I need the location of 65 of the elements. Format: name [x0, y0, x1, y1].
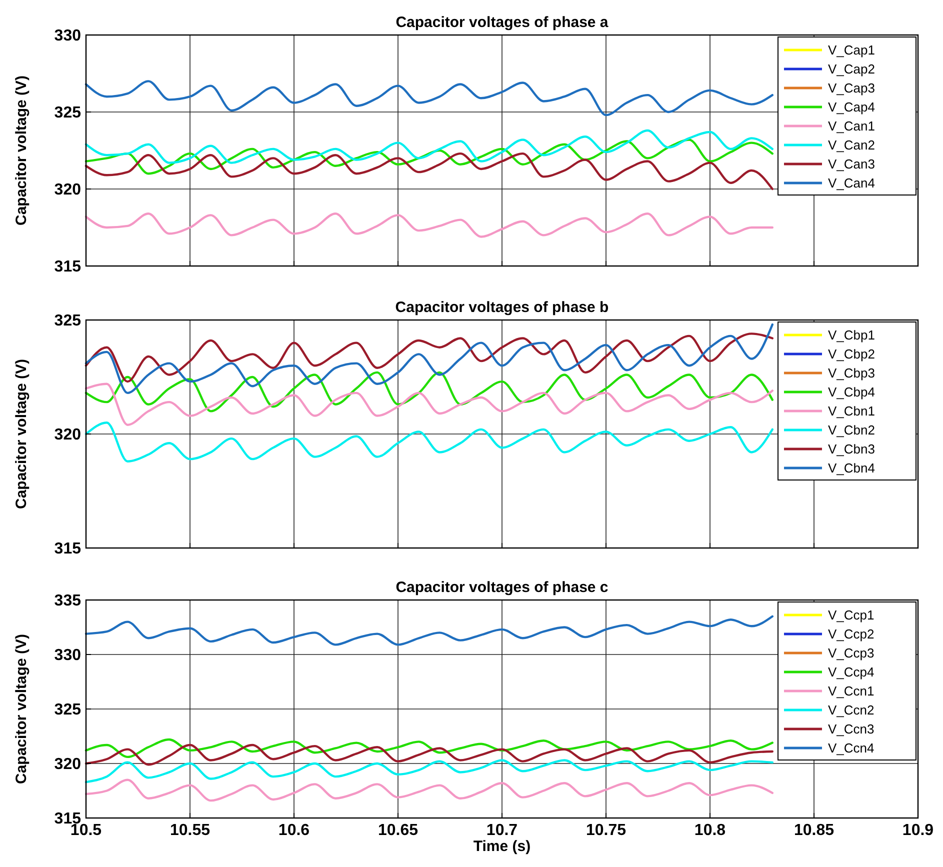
y-tick-label: 320 [54, 426, 82, 444]
legend-label: V_Ccn1 [828, 684, 874, 699]
y-tick-label: 335 [54, 592, 82, 610]
legend-label: V_Cbp4 [828, 384, 875, 400]
chart-title: Capacitor voltages of phase a [396, 14, 609, 31]
x-tick-label: 10.85 [794, 822, 834, 839]
line-series [84, 738, 774, 758]
legend-label: V_Can1 [828, 118, 875, 134]
legend-label: V_Ccp4 [828, 664, 874, 680]
line-series [84, 332, 774, 383]
line-series [84, 129, 774, 164]
x-tick-label: 10.8 [694, 822, 726, 839]
legend-label: V_Cbp3 [828, 366, 875, 381]
legend-label: V_Cbp1 [828, 328, 875, 343]
y-tick-label: 330 [54, 28, 82, 45]
legend-label: V_Cap2 [828, 62, 875, 77]
x-tick-label: 10.75 [586, 822, 626, 839]
legend-label: V_Can4 [828, 176, 875, 191]
line-series [84, 422, 774, 462]
chart-title: Capacitor voltages of phase c [396, 579, 608, 596]
line-series [84, 759, 774, 784]
y-tick-label: 315 [54, 540, 82, 558]
y-tick-label: 320 [54, 756, 82, 774]
line-series [84, 744, 774, 766]
line-series [84, 80, 774, 116]
line-series [84, 152, 774, 190]
line-series [84, 138, 774, 175]
x-tick-label: 10.9 [902, 822, 934, 839]
legend-label: V_Cbn3 [828, 442, 875, 457]
legend-label: V_Cap4 [828, 100, 875, 115]
line-series [84, 382, 774, 426]
y-tick-label: 330 [54, 647, 82, 664]
y-tick-label: 325 [54, 702, 82, 719]
legend-label: V_Cap1 [828, 42, 875, 58]
x-tick-label: 10.7 [486, 822, 518, 839]
x-tick-label: 10.55 [170, 822, 210, 839]
legend-label: V_Cbp2 [828, 346, 875, 362]
legend-label: V_Can2 [828, 138, 875, 153]
legend-label: V_Ccn2 [828, 702, 874, 718]
legend-label: V_Cbn2 [828, 422, 875, 438]
x-axis-title: Time (s) [473, 838, 531, 855]
x-tick-label: 10.65 [378, 822, 418, 839]
y-axis-title: Capacitor voltage (V) [13, 634, 30, 784]
legend-label: V_Ccp3 [828, 646, 874, 661]
chart-title: Capacitor voltages of phase b [395, 299, 609, 316]
legend-label: V_Ccp2 [828, 626, 874, 642]
legend-label: V_Ccp1 [828, 608, 874, 623]
y-tick-label: 320 [54, 182, 82, 199]
y-tick-label: 315 [54, 258, 82, 276]
y-axis-title: Capacitor voltage (V) [13, 75, 30, 226]
y-tick-label: 325 [54, 312, 82, 330]
line-series [84, 323, 774, 394]
line-series [84, 212, 774, 238]
legend-label: V_Ccn3 [828, 722, 874, 737]
legend-label: V_Cap3 [828, 80, 875, 96]
line-series [84, 371, 774, 412]
y-tick-label: 325 [54, 104, 82, 122]
line-series [84, 778, 774, 802]
y-axis-title: Capacitor voltage (V) [13, 358, 30, 510]
line-series [84, 615, 774, 646]
legend-label: V_Cbn4 [828, 460, 875, 476]
x-tick-label: 10.6 [278, 822, 310, 839]
legend-label: V_Ccn4 [828, 740, 874, 756]
legend-label: V_Cbn1 [828, 404, 875, 419]
legend-label: V_Can3 [828, 156, 875, 172]
